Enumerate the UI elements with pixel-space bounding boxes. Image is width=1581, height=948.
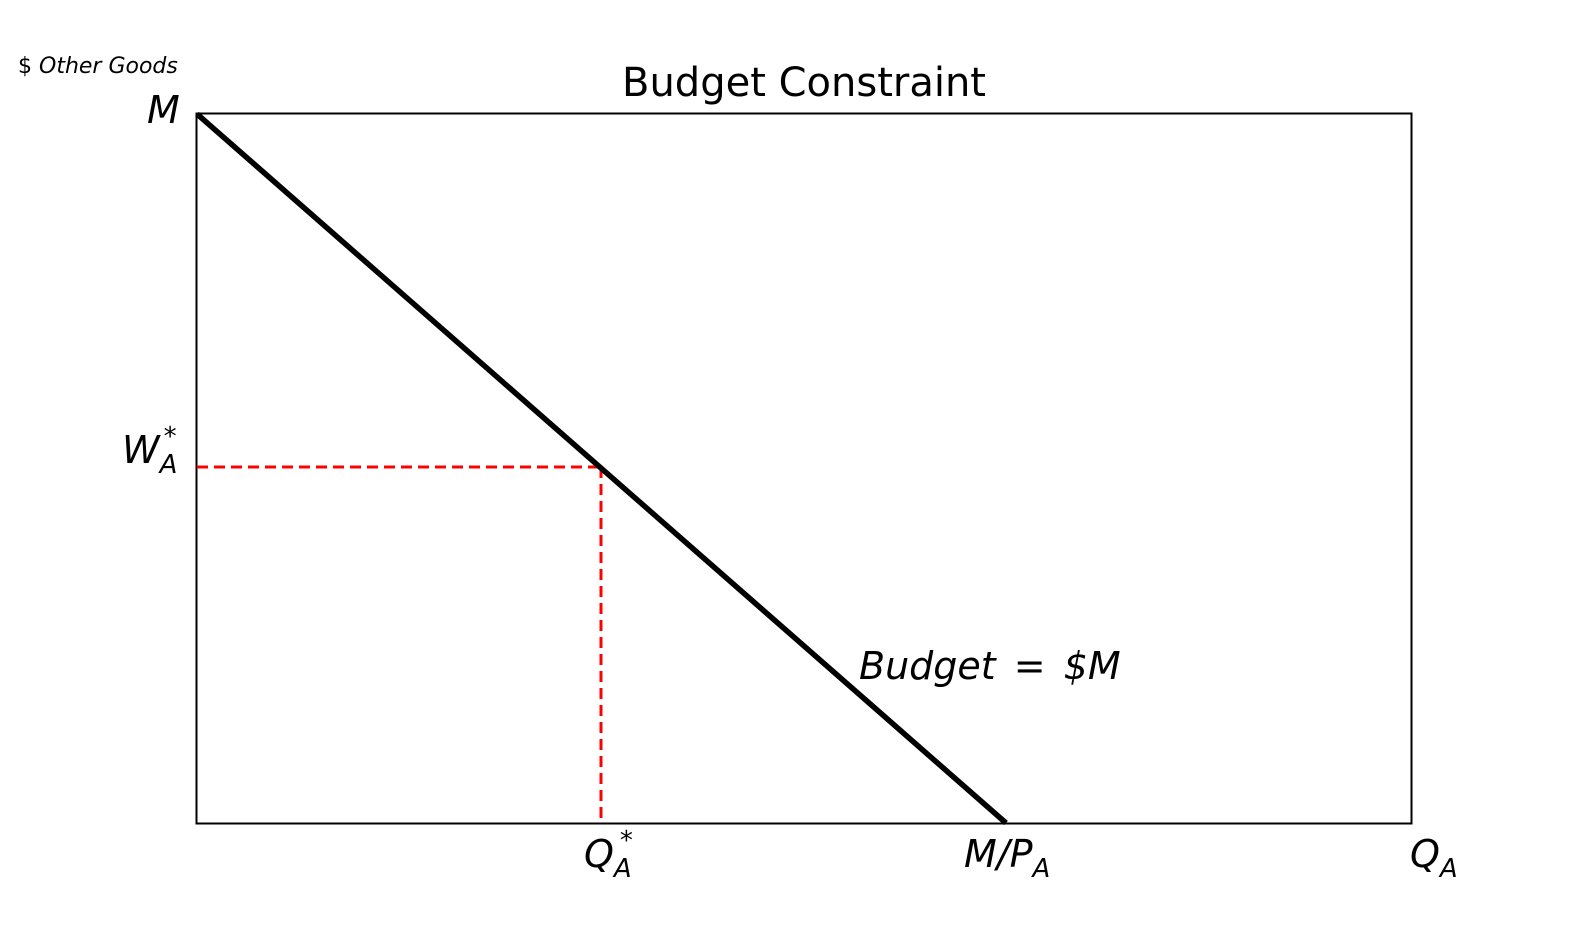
x-tick-mp-sub: A bbox=[1032, 854, 1051, 884]
y-axis-label-currency: $ bbox=[18, 54, 32, 79]
y-tick-w-star: W A * bbox=[122, 422, 177, 480]
x-tick-m-over-p: M/P A bbox=[964, 832, 1050, 884]
y-axis-label: $ Other Goods bbox=[18, 54, 178, 79]
chart-title: Budget Constraint bbox=[622, 60, 986, 106]
y-axis-label-text: Other Goods bbox=[39, 54, 178, 79]
y-tick-w-sup: * bbox=[163, 422, 177, 452]
y-tick-w-base: W bbox=[122, 428, 160, 472]
y-tick-m: M bbox=[147, 88, 180, 132]
plot-frame bbox=[195, 112, 1413, 825]
x-tick-q-sup: * bbox=[619, 826, 633, 856]
x-tick-q-star: Q A * bbox=[584, 826, 633, 884]
x-axis-label-base: Q bbox=[1410, 832, 1440, 876]
x-axis-label-sub: A bbox=[1439, 854, 1458, 884]
x-tick-q-base: Q bbox=[584, 832, 614, 876]
x-tick-q-sub: A bbox=[613, 854, 632, 884]
budget-annotation: Budget = $M bbox=[859, 644, 1121, 688]
x-tick-mp-base: M/P bbox=[964, 832, 1033, 876]
budget-line bbox=[195, 111, 1008, 826]
y-tick-w-sub: A bbox=[159, 450, 178, 480]
